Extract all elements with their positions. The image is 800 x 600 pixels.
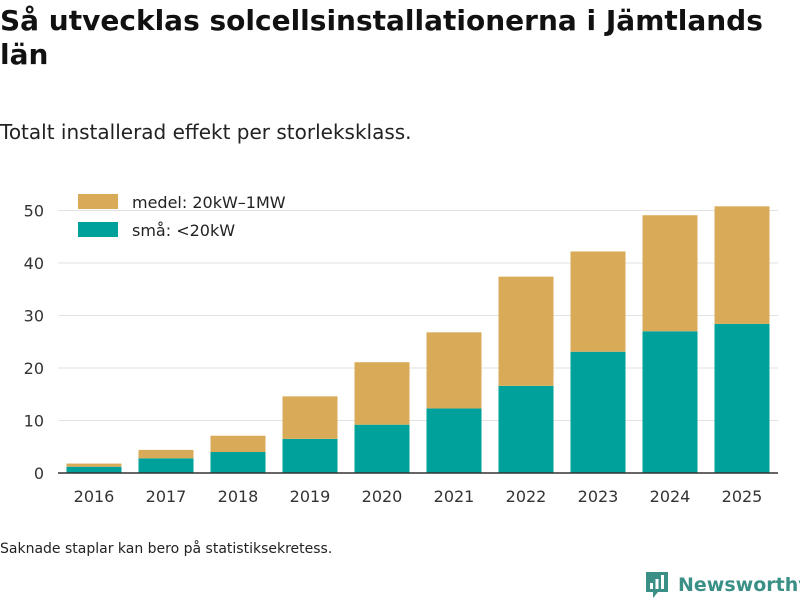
chart-subtitle: Totalt installerad effekt per storlekskl… bbox=[0, 120, 412, 144]
legend-label-sma: små: <20kW bbox=[132, 221, 235, 240]
y-tick-label: 50 bbox=[24, 202, 44, 221]
bar-sma-2020 bbox=[354, 424, 410, 473]
x-tick-label: 2017 bbox=[146, 487, 187, 506]
bar-sma-2023 bbox=[570, 351, 626, 473]
bar-medel-2016 bbox=[66, 463, 122, 467]
bar-medel-2021 bbox=[426, 332, 482, 409]
bar-medel-2020 bbox=[354, 362, 410, 425]
bar-medel-2024 bbox=[642, 215, 698, 332]
bar-sma-2024 bbox=[642, 331, 698, 473]
legend: medel: 20kW–1MW små: <20kW bbox=[78, 193, 286, 240]
bar-sma-2021 bbox=[426, 408, 482, 473]
footnote: Saknade staplar kan bero på statistiksek… bbox=[0, 541, 333, 557]
y-tick-label: 40 bbox=[24, 254, 44, 273]
legend-swatch-sma bbox=[78, 222, 118, 237]
x-tick-label: 2024 bbox=[650, 487, 691, 506]
bar-medel-2019 bbox=[282, 396, 338, 439]
axes: 0 10 20 30 40 50 2016 2017 2018 2019 2020 2021 2022 2… bbox=[24, 202, 778, 506]
x-tick-label: 2023 bbox=[578, 487, 619, 506]
bar-sma-2016 bbox=[66, 466, 122, 473]
brand-name: Newsworthy bbox=[678, 574, 800, 596]
bar-medel-2025 bbox=[714, 206, 770, 324]
x-tick-label: 2020 bbox=[362, 487, 403, 506]
x-tick-label: 2016 bbox=[74, 487, 115, 506]
x-tick-label: 2021 bbox=[434, 487, 475, 506]
x-tick-label: 2019 bbox=[290, 487, 331, 506]
chart-title: Så utvecklas solcellsinstallationerna i … bbox=[0, 4, 763, 71]
bar-medel-2022 bbox=[498, 276, 554, 386]
x-tick-label: 2018 bbox=[218, 487, 259, 506]
bar-sma-2022 bbox=[498, 385, 554, 473]
bar-medel-2017 bbox=[138, 449, 194, 459]
bar-sma-2025 bbox=[714, 323, 770, 473]
brand-logo: Newsworthy bbox=[644, 570, 800, 600]
bar-medel-2018 bbox=[210, 435, 266, 452]
legend-label-medel: medel: 20kW–1MW bbox=[132, 193, 286, 212]
legend-swatch-medel bbox=[78, 194, 118, 209]
newsworthy-logo-icon bbox=[646, 572, 668, 598]
y-tick-label: 10 bbox=[24, 412, 44, 431]
y-tick-label: 0 bbox=[34, 464, 44, 483]
y-tick-label: 30 bbox=[24, 307, 44, 326]
y-tick-label: 20 bbox=[24, 359, 44, 378]
bar-sma-2017 bbox=[138, 458, 194, 473]
x-tick-label: 2022 bbox=[506, 487, 547, 506]
x-tick-label: 2025 bbox=[722, 487, 763, 506]
bar-sma-2018 bbox=[210, 452, 266, 473]
stacked-bar-chart: 0 10 20 30 40 50 2016 2017 2018 2019 2020 2021 2022 2… bbox=[24, 193, 778, 506]
bars bbox=[66, 206, 770, 473]
bar-sma-2019 bbox=[282, 438, 338, 473]
bar-medel-2023 bbox=[570, 251, 626, 352]
